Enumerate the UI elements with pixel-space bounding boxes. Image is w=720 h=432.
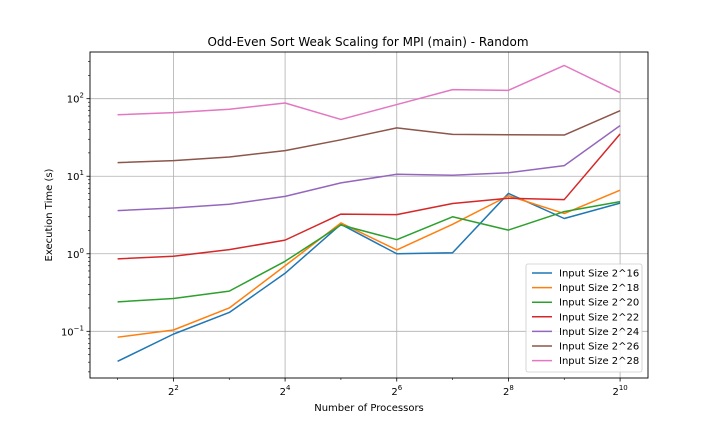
chart-title: Odd-Even Sort Weak Scaling for MPI (main… [207,35,528,49]
legend-box [525,263,643,373]
series-line [117,192,621,363]
legend-label: Input Size 2^16 [559,269,639,280]
x-tick-label: 24 [280,384,291,398]
legend-label: Input Size 2^24 [559,327,639,338]
y-axis-label: Execution Time (s) [44,168,55,261]
y-tick-label: 100 [67,247,84,261]
grid-lines [90,52,648,378]
legend-label: Input Size 2^22 [559,312,639,323]
x-axis-label: Number of Processors [314,403,424,414]
series-line [117,64,621,121]
x-tick-label: 28 [503,384,514,398]
x-axis-ticks: 22 24 26 28 210 [117,378,628,398]
x-tick-label: 210 [612,384,627,398]
y-tick-label: 101 [67,169,84,183]
legend-label: Input Size 2^18 [559,283,639,294]
x-tick-label: 26 [391,384,402,398]
series-line [117,124,621,212]
legend-label: Input Size 2^20 [559,298,639,309]
series-line [117,133,621,260]
plot-area-frame [89,51,649,379]
series-line [117,189,621,338]
legend: Input Size 2^16 Input Size 2^18 Input Size… [525,263,643,373]
series-line [117,110,621,164]
y-tick-label: 102 [67,92,84,106]
y-axis-ticks: 10−1 100 101 102 [61,61,90,373]
series-line [117,200,621,303]
legend-label: Input Size 2^26 [559,342,639,353]
series-lines [117,64,621,363]
legend-label: Input Size 2^28 [559,356,639,367]
x-tick-label: 22 [168,384,179,398]
y-tick-label: 10−1 [61,324,84,338]
